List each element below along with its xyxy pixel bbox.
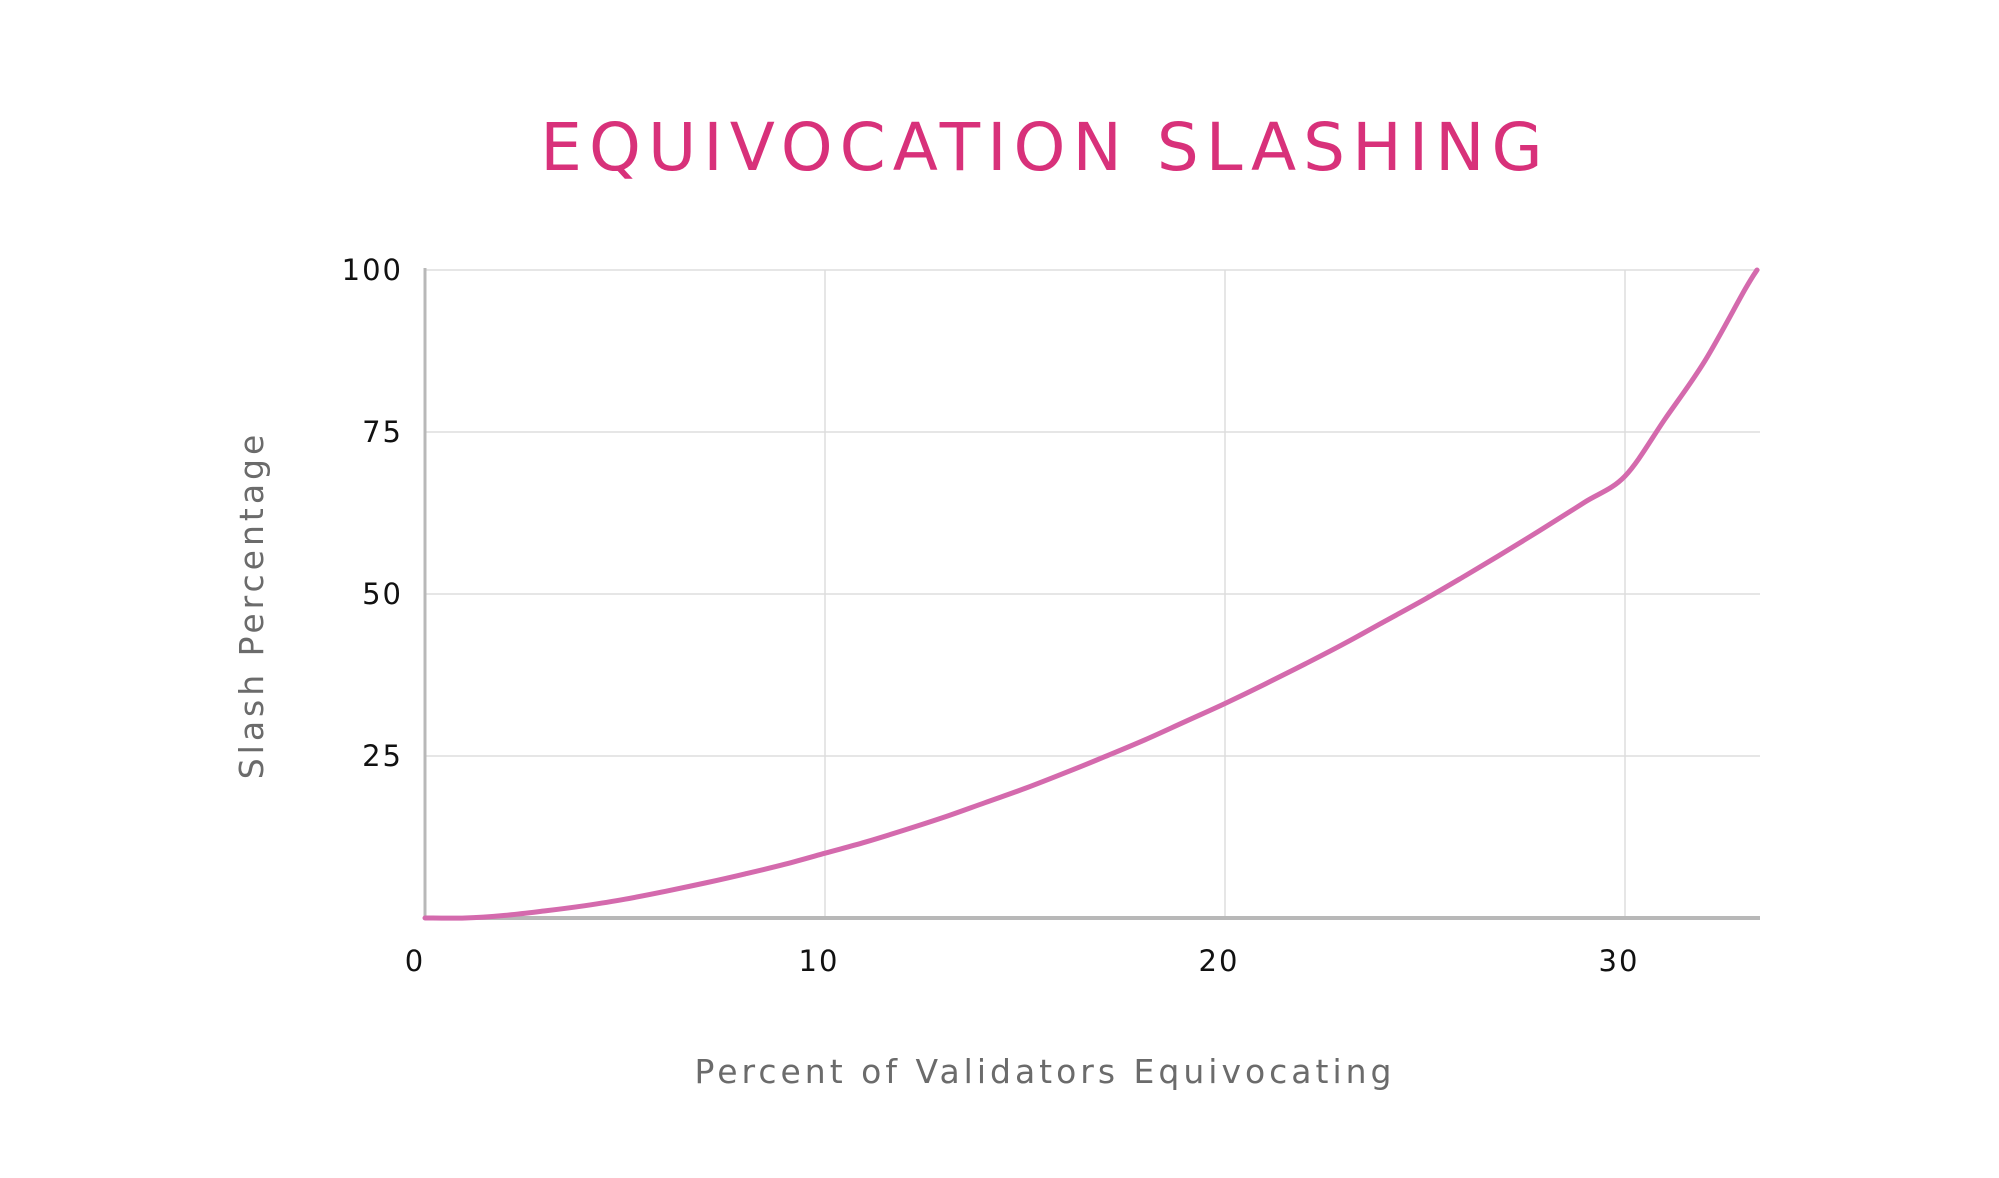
x-tick-label: 30 <box>1599 944 1640 978</box>
tick-labels: 25 50 75 100 0 10 20 30 <box>342 253 1640 978</box>
chart-title: EQUIVOCATION SLASHING <box>540 109 1549 186</box>
gridlines <box>425 269 1760 918</box>
series-line <box>422 267 1760 921</box>
x-tick-label: 20 <box>1199 944 1240 978</box>
y-tick-label: 75 <box>362 415 403 449</box>
y-tick-label: 100 <box>342 253 403 287</box>
series-layer <box>422 267 1760 921</box>
x-tick-label: 0 <box>405 944 425 978</box>
y-tick-label: 50 <box>362 577 403 611</box>
x-tick-label: 10 <box>799 944 840 978</box>
y-tick-label: 25 <box>362 739 403 773</box>
axes <box>423 268 1760 920</box>
x-axis-title: Percent of Validators Equivocating <box>694 1052 1395 1091</box>
y-axis-title: Slash Percentage <box>232 431 271 780</box>
